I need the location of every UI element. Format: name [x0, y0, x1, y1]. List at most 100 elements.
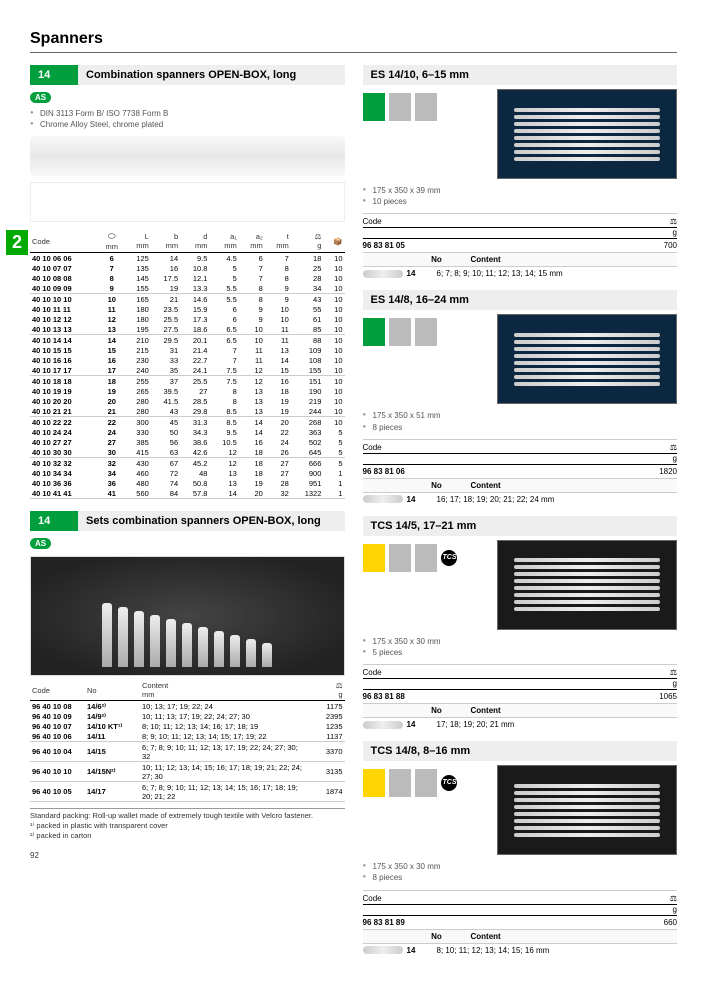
cell: 10: [323, 335, 344, 346]
cell: 6; 7; 8; 9; 10; 11; 12; 13; 14; 15; 16; …: [140, 782, 305, 802]
cell: 22: [265, 427, 291, 437]
table-row: 40 10 41 41415608457.814203213221: [30, 488, 345, 499]
cell: 18: [239, 458, 265, 469]
cell: 244: [291, 406, 324, 417]
code-row: 96 83 81 88 1065: [363, 690, 678, 703]
cell: 13: [209, 468, 238, 478]
cell: 40 10 18 18: [30, 376, 99, 387]
code-row: 96 83 81 06 1820: [363, 465, 678, 478]
kit-photo: [497, 540, 677, 630]
cell: 18: [265, 386, 291, 396]
cell: 19: [265, 396, 291, 406]
content-header: No Content: [363, 703, 678, 718]
cell: 8: [239, 294, 265, 305]
cell: 9: [99, 283, 125, 294]
table-row: 40 10 20 202028041.528.58131921910: [30, 396, 345, 406]
cell: 8; 10; 11; 12; 13; 14; 16; 17; 18; 19: [140, 721, 305, 731]
th: tmm: [265, 230, 291, 253]
bullet: 5 pieces: [363, 647, 678, 658]
table-row: 40 10 13 131319527.518.66.510118510: [30, 324, 345, 335]
cell: 36: [99, 478, 125, 488]
cell: 7: [99, 263, 125, 273]
footnote: ²⁾ packed in carton: [30, 831, 345, 841]
cell: 10.5: [209, 437, 238, 447]
cell: 1235: [305, 721, 345, 731]
swatch: [415, 769, 437, 797]
cell: 8: [239, 283, 265, 294]
cell: 10: [323, 396, 344, 406]
cell: 40 10 19 19: [30, 386, 99, 396]
cell: 4.5: [209, 253, 238, 264]
wrench-icon: [363, 495, 403, 503]
cell: 29.5: [151, 335, 180, 346]
code-label: Code: [363, 894, 670, 903]
kit-title: TCS 14/8, 8–16 mm: [363, 741, 678, 761]
cell: 30: [99, 447, 125, 458]
table-row: 40 10 08 08814517.512.15782810: [30, 273, 345, 283]
cell: 96 40 10 05: [30, 782, 85, 802]
code-value: 96 83 81 89: [363, 918, 664, 927]
cell: 8.5: [209, 417, 238, 428]
cell: 20: [265, 417, 291, 428]
section2-num: 14: [30, 511, 78, 531]
cell: 18: [239, 447, 265, 458]
cell: 219: [291, 396, 324, 406]
cell: 12: [239, 365, 265, 376]
cell: 40 10 07 07: [30, 263, 99, 273]
side-tab: 2: [6, 230, 28, 255]
spanner-photo: [30, 136, 345, 176]
unit-row: g: [363, 679, 678, 690]
cell: 18: [239, 468, 265, 478]
cell: 63: [151, 447, 180, 458]
cell: 666: [291, 458, 324, 469]
kit-title: TCS 14/5, 17–21 mm: [363, 516, 678, 536]
no-label: No: [407, 930, 467, 943]
no-label: No: [407, 704, 467, 717]
title-rule: [30, 52, 677, 53]
dimension-drawing: [30, 182, 345, 222]
cell: 13: [99, 324, 125, 335]
cell: 3370: [305, 742, 345, 762]
cell: 61: [291, 314, 324, 324]
kit-title: ES 14/10, 6–15 mm: [363, 65, 678, 85]
cell: 155: [291, 365, 324, 376]
th: a₂mm: [239, 230, 265, 253]
cell: 900: [291, 468, 324, 478]
cell: 45: [151, 417, 180, 428]
cell: 84: [151, 488, 180, 499]
cell: 14: [239, 427, 265, 437]
cell: 415: [125, 447, 151, 458]
cell: 5: [323, 427, 344, 437]
kit-header: TCS 14/5, 17–21 mm: [363, 516, 678, 536]
cell: 20.1: [180, 335, 209, 346]
code-header: Code: [363, 668, 678, 679]
cell: 40 10 08 08: [30, 273, 99, 283]
code-value: 96 83 81 88: [363, 692, 660, 701]
cell: 8: [265, 273, 291, 283]
cell: 5: [323, 437, 344, 447]
cell: 1: [323, 478, 344, 488]
cell: 280: [125, 406, 151, 417]
cell: 16: [151, 263, 180, 273]
cell: 31: [151, 345, 180, 355]
cell: 10; 11; 12; 13; 14; 15; 16; 17; 18; 19; …: [140, 762, 305, 782]
set-photo: [30, 556, 345, 676]
cell: 108: [291, 355, 324, 365]
cell: 96 40 10 06: [30, 731, 85, 742]
kit-bullets: 175 x 350 x 30 mm5 pieces: [363, 636, 678, 658]
content-label: Content: [467, 930, 678, 943]
cell: 21: [151, 294, 180, 305]
cell: 96 40 10 04: [30, 742, 85, 762]
no-value: 14: [407, 269, 437, 278]
code-header: Code: [363, 894, 678, 905]
cell: 29.8: [180, 406, 209, 417]
cell: 12: [239, 376, 265, 387]
cell: 40 10 27 27: [30, 437, 99, 447]
cell: 10: [323, 365, 344, 376]
cell: 21.4: [180, 345, 209, 355]
kit-header: TCS 14/8, 8–16 mm: [363, 741, 678, 761]
wrench-icon: [363, 721, 403, 729]
kit-bullets: 175 x 350 x 51 mm8 pieces: [363, 410, 678, 432]
cell: 12.1: [180, 273, 209, 283]
cell: 951: [291, 478, 324, 488]
